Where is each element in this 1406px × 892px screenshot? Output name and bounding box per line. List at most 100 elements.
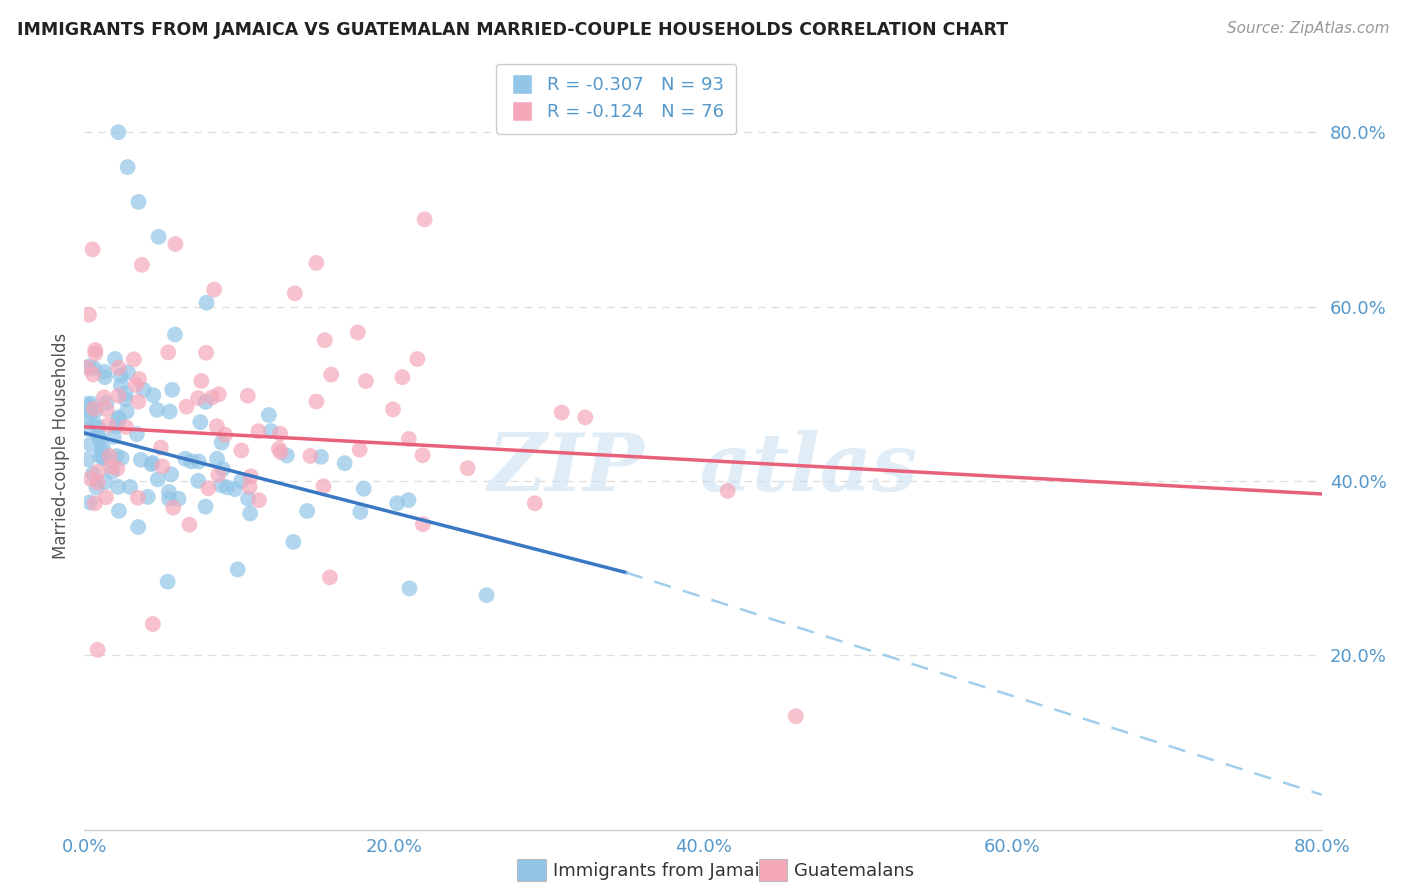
- Point: [103, 430, 125, 444]
- Point: [117, 366, 139, 380]
- Point: [80, 401, 103, 416]
- Point: [231, 443, 253, 458]
- Point: [319, 570, 342, 584]
- Point: [295, 504, 318, 518]
- Point: [76, 452, 98, 467]
- Point: [79, 437, 101, 451]
- Point: [89, 449, 111, 463]
- Point: [211, 462, 233, 476]
- Point: [406, 351, 429, 366]
- Point: [127, 394, 149, 409]
- Point: [150, 459, 173, 474]
- Point: [159, 404, 181, 418]
- Point: [79, 472, 101, 486]
- Point: [412, 448, 434, 462]
- Point: [91, 451, 114, 466]
- Point: [89, 433, 111, 447]
- Point: [148, 229, 170, 244]
- Point: [354, 374, 377, 388]
- Text: ZIP  atlas: ZIP atlas: [488, 430, 918, 508]
- Point: [457, 461, 479, 475]
- Point: [195, 345, 218, 359]
- Point: [398, 432, 420, 446]
- Point: [217, 480, 239, 494]
- Point: [82, 368, 104, 382]
- Point: [104, 351, 127, 366]
- Point: [77, 359, 100, 374]
- Point: [283, 535, 305, 549]
- Point: [83, 361, 105, 376]
- Point: [205, 451, 228, 466]
- Point: [398, 582, 420, 596]
- Point: [309, 450, 332, 464]
- Point: [314, 333, 336, 347]
- Point: [141, 456, 163, 470]
- Point: [76, 397, 98, 411]
- Point: [115, 420, 138, 434]
- Point: [84, 343, 107, 357]
- Point: [180, 454, 202, 468]
- Point: [111, 451, 134, 466]
- Point: [195, 295, 218, 310]
- Point: [83, 496, 105, 510]
- Point: [269, 426, 291, 441]
- Point: [209, 478, 232, 492]
- Point: [131, 258, 153, 272]
- Point: [413, 212, 436, 227]
- Point: [349, 442, 371, 457]
- Point: [142, 617, 165, 632]
- Point: [87, 421, 110, 435]
- Point: [214, 427, 236, 442]
- Point: [96, 402, 118, 417]
- Point: [86, 643, 108, 657]
- Point: [117, 160, 139, 174]
- Point: [333, 456, 356, 470]
- Point: [114, 392, 136, 407]
- Point: [785, 709, 807, 723]
- Point: [231, 474, 253, 488]
- Point: [551, 405, 574, 419]
- Point: [190, 374, 212, 388]
- Text: IMMIGRANTS FROM JAMAICA VS GUATEMALAN MARRIED-COUPLE HOUSEHOLDS CORRELATION CHAR: IMMIGRANTS FROM JAMAICA VS GUATEMALAN MA…: [17, 21, 1008, 38]
- Point: [141, 457, 163, 471]
- Point: [93, 365, 115, 379]
- Point: [149, 441, 172, 455]
- Point: [122, 352, 145, 367]
- Point: [239, 507, 262, 521]
- Point: [475, 588, 498, 602]
- Point: [114, 386, 136, 401]
- Point: [267, 442, 290, 456]
- Point: [187, 454, 209, 468]
- Point: [76, 360, 98, 375]
- Point: [136, 490, 159, 504]
- Point: [385, 496, 408, 510]
- Point: [79, 406, 101, 420]
- Point: [97, 417, 120, 432]
- Point: [224, 482, 246, 496]
- Point: [211, 435, 233, 450]
- Point: [82, 467, 104, 481]
- Point: [194, 500, 217, 514]
- Point: [257, 408, 280, 422]
- Point: [194, 395, 217, 409]
- Point: [79, 495, 101, 509]
- Legend: R = -0.307   N = 93, R = -0.124   N = 76: R = -0.307 N = 93, R = -0.124 N = 76: [496, 64, 737, 134]
- Point: [127, 491, 149, 505]
- Point: [84, 346, 107, 360]
- Point: [236, 389, 259, 403]
- Point: [125, 377, 148, 392]
- Point: [717, 483, 740, 498]
- Point: [238, 480, 260, 494]
- Point: [157, 491, 180, 506]
- Point: [239, 469, 262, 483]
- Point: [202, 283, 225, 297]
- Point: [284, 286, 307, 301]
- Point: [197, 481, 219, 495]
- Point: [226, 562, 249, 576]
- Point: [107, 389, 129, 403]
- Point: [146, 472, 169, 486]
- Point: [412, 517, 434, 532]
- Point: [129, 452, 152, 467]
- Point: [77, 410, 100, 425]
- Point: [305, 256, 328, 270]
